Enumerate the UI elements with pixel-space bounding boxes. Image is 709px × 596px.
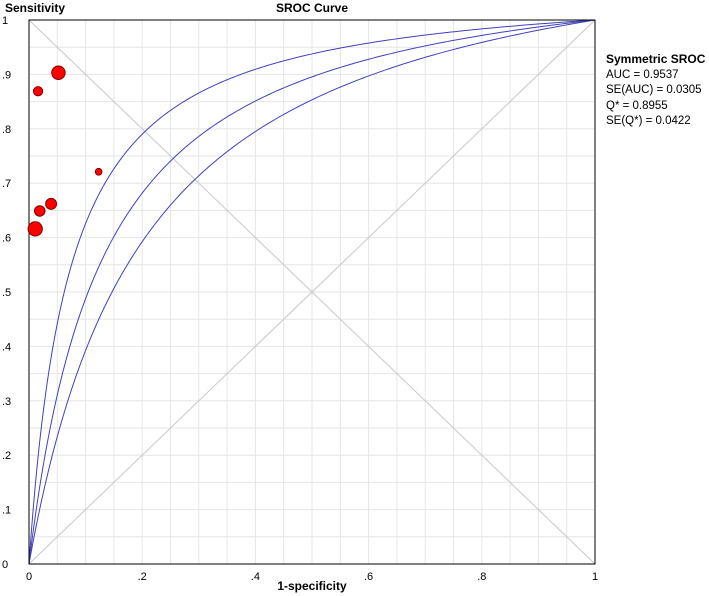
anti-diagonal-line (28, 19, 596, 565)
y-tick-label: .2 (2, 450, 11, 462)
chart-title: SROC Curve (276, 1, 348, 15)
x-tick-label: 0 (26, 571, 32, 583)
legend-heading: Symmetric SROC (606, 52, 706, 66)
legend-se-q: SE(Q*) = 0.0422 (606, 115, 691, 127)
study-point (32, 86, 44, 97)
study-point (45, 197, 58, 210)
y-tick-label: .8 (2, 124, 11, 136)
study-points (27, 65, 103, 237)
x-axis-label: 1-specificity (277, 579, 347, 593)
plot-frame (28, 19, 596, 565)
study-point (27, 221, 43, 237)
x-tick-label: .4 (251, 571, 260, 583)
y-tick-label: .5 (2, 287, 11, 299)
sroc-curve-1 (28, 19, 596, 565)
legend-se-auc: SE(AUC) = 0.0305 (606, 84, 702, 96)
grid-lines (29, 20, 595, 564)
y-tick-label: .9 (2, 69, 11, 81)
study-point (51, 65, 66, 80)
y-tick-label: 1 (2, 15, 8, 27)
y-tick-label: 0 (2, 559, 8, 571)
x-tick-label: .8 (477, 571, 486, 583)
reference-lines (28, 19, 596, 565)
x-tick-label: .6 (364, 571, 373, 583)
sroc-curve-2 (28, 19, 596, 565)
y-tick-label: .6 (2, 233, 11, 245)
study-point (94, 167, 103, 176)
x-tick-label: .2 (138, 571, 147, 583)
sroc-curves (28, 19, 596, 565)
legend-auc: AUC = 0.9537 (606, 68, 679, 81)
legend-stats: Symmetric SROC AUC = 0.9537 SE(AUC) = 0.… (606, 52, 705, 130)
y-tick-label: .4 (2, 341, 11, 353)
y-tick-label: .3 (2, 396, 11, 408)
sroc-curve-3 (28, 19, 596, 565)
legend-q: Q* = 0.8955 (606, 99, 668, 112)
y-axis-label: Sensitivity (5, 1, 65, 15)
y-tick-label: .1 (2, 505, 11, 517)
study-point (34, 205, 46, 217)
axis-ticks: 0 .1 .2 .3 .4 .5 .6 .7 .8 .9 1 0 .2 .4 .6 .8 1 (2, 15, 598, 583)
x-tick-label: 1 (592, 571, 598, 583)
y-tick-label: .7 (2, 178, 11, 190)
